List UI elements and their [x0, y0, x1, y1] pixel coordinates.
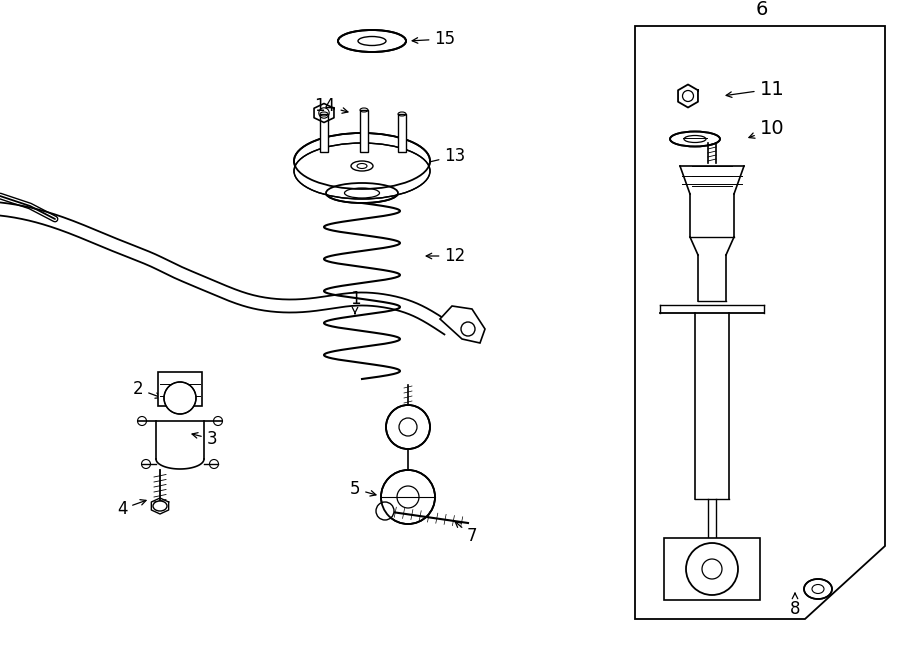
- Polygon shape: [0, 202, 452, 334]
- Polygon shape: [440, 306, 485, 343]
- Text: 15: 15: [412, 30, 455, 48]
- Text: 8: 8: [790, 593, 800, 618]
- Circle shape: [164, 382, 196, 414]
- Text: 3: 3: [192, 430, 217, 448]
- Bar: [360, 110, 368, 152]
- Ellipse shape: [670, 132, 720, 147]
- Text: 4: 4: [117, 500, 146, 518]
- Ellipse shape: [338, 30, 406, 52]
- Text: 6: 6: [756, 0, 769, 19]
- Ellipse shape: [326, 183, 398, 203]
- Ellipse shape: [294, 143, 430, 199]
- Text: 10: 10: [749, 120, 784, 139]
- Text: 14: 14: [314, 97, 348, 115]
- Text: 7: 7: [455, 522, 477, 545]
- Circle shape: [381, 470, 435, 524]
- Bar: [320, 114, 328, 152]
- Text: 12: 12: [427, 247, 465, 265]
- Text: 1: 1: [350, 290, 360, 313]
- Text: 2: 2: [132, 380, 161, 398]
- Text: 5: 5: [350, 480, 376, 498]
- Ellipse shape: [153, 501, 167, 511]
- Ellipse shape: [294, 133, 430, 189]
- Circle shape: [376, 502, 394, 520]
- Bar: [398, 114, 406, 152]
- Text: 11: 11: [726, 79, 785, 98]
- Bar: [158, 372, 202, 406]
- Text: 13: 13: [416, 147, 465, 167]
- Text: 9: 9: [329, 180, 356, 198]
- Bar: [664, 538, 760, 600]
- Polygon shape: [635, 26, 885, 619]
- Circle shape: [386, 405, 430, 449]
- Ellipse shape: [804, 579, 832, 599]
